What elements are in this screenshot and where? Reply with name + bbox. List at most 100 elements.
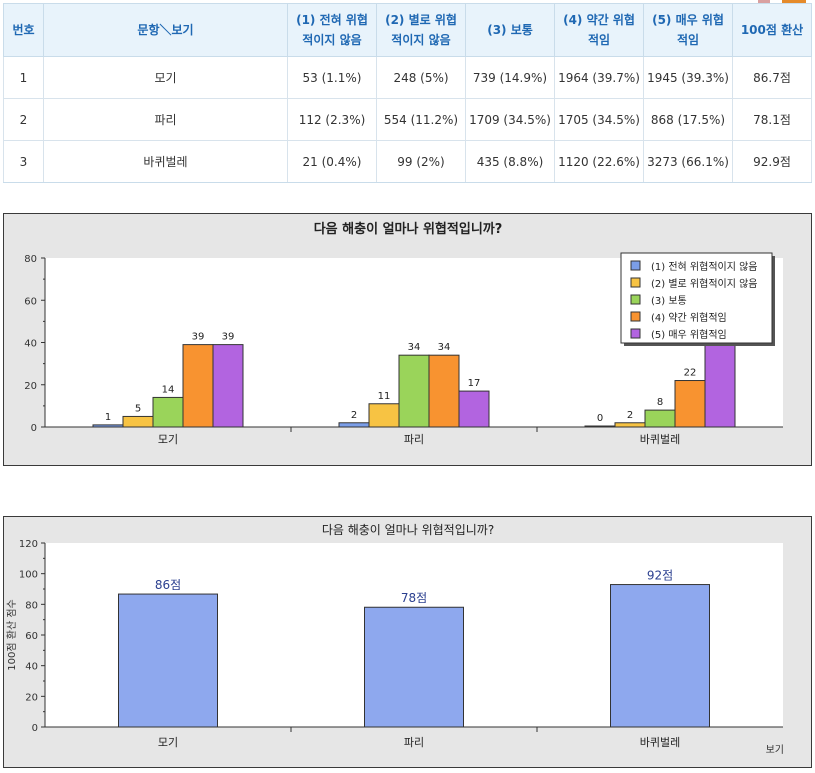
bar-value-label: 1 <box>105 412 111 423</box>
header-label: 100점 환산 <box>740 23 804 37</box>
y-tick-label: 80 <box>24 254 37 265</box>
legend-swatch <box>630 328 641 339</box>
y-tick-label: 20 <box>24 381 37 392</box>
bar-value-label: 0 <box>597 413 603 424</box>
bar-value-label: 34 <box>438 342 451 353</box>
x-category-label: 모기 <box>158 736 178 749</box>
legend-box <box>620 252 773 344</box>
y-tick-label: 80 <box>25 600 38 611</box>
bar <box>674 380 706 428</box>
bar-value-label: 14 <box>162 384 175 395</box>
table-header-row: 번호 문항＼보기 (1) 전혀 위협 적이지 않음 (2) 별로 위협 적이지 않음 (3)… <box>3 3 812 57</box>
bar-value-label: 86점 <box>155 578 181 592</box>
x-category-label: 바퀴벌레 <box>640 433 680 446</box>
legend-label: (2) 별로 위협적이지 않음 <box>651 277 758 290</box>
bar <box>584 425 616 428</box>
cell-num: 2 <box>3 98 44 141</box>
cell-score: 86.7점 <box>732 56 812 99</box>
y-tick-label: 40 <box>24 339 37 350</box>
table-body: 1 모기 53 (1.1%) 248 (5%) 739 (14.9%) 1964 (39.… <box>3 56 812 183</box>
cell-c5: 1945 (39.3%) <box>643 56 733 99</box>
survey-table: 번호 문항＼보기 (1) 전혀 위협 적이지 않음 (2) 별로 위협 적이지 않음 (3)… <box>3 3 812 183</box>
legend-label: (5) 매우 위협적임 <box>651 328 727 341</box>
cell-c2: 248 (5%) <box>376 56 466 99</box>
excel-icon[interactable] <box>782 0 806 4</box>
score-chart-panel: 다음 해충이 얼마나 위협적입니까? 0 20 40 60 80 100 120 100점 환산… <box>3 516 812 768</box>
header-label: (2) 별로 위협 <box>385 13 457 27</box>
y-tick-label: 60 <box>24 296 37 307</box>
chart-title: 다음 해충이 얼마나 위협적입니까? <box>314 221 503 237</box>
x-category-label: 모기 <box>158 433 178 446</box>
y-tick-label: 0 <box>32 723 38 734</box>
legend-swatch <box>630 311 641 322</box>
cell-num: 3 <box>3 140 44 183</box>
header-label: (4) 약간 위협 <box>563 13 635 27</box>
cell-c1: 53 (1.1%) <box>287 56 377 99</box>
y-tick-label: 0 <box>31 423 37 434</box>
bar <box>122 415 154 428</box>
cell-c4: 1120 (22.6%) <box>554 140 644 183</box>
bar-value-label: 17 <box>468 378 481 389</box>
bar <box>458 390 490 428</box>
legend-label: (1) 전혀 위협적이지 않음 <box>651 260 758 273</box>
y-tick-label: 120 <box>19 539 38 550</box>
table-row: 2 파리 112 (2.3%) 554 (11.2%) 1709 (34.5%) 1705… <box>3 98 812 141</box>
legend-label: (4) 약간 위협적임 <box>651 311 727 324</box>
header-score: 100점 환산 <box>732 3 812 57</box>
header-label: 적이지 않음 <box>302 33 362 47</box>
bar <box>92 424 124 428</box>
cell-c5: 868 (17.5%) <box>643 98 733 141</box>
y-tick-label: 20 <box>25 692 38 703</box>
bar <box>212 344 244 428</box>
bar <box>368 403 400 428</box>
bar-value-label: 92점 <box>647 569 673 583</box>
legend-swatch <box>630 260 641 271</box>
cell-c1: 112 (2.3%) <box>287 98 377 141</box>
header-item: 문항＼보기 <box>43 3 288 57</box>
bar <box>428 354 460 428</box>
cell-c2: 99 (2%) <box>376 140 466 183</box>
header-label: (1) 전혀 위협 <box>296 13 368 27</box>
bar-value-label: 78점 <box>401 591 427 605</box>
cell-c5: 3273 (66.1%) <box>643 140 733 183</box>
cell-item: 모기 <box>43 56 288 99</box>
cell-score: 92.9점 <box>732 140 812 183</box>
cell-score: 78.1점 <box>732 98 812 141</box>
cell-c3: 1709 (34.5%) <box>465 98 555 141</box>
header-label: (5) 매우 위협 <box>652 13 724 27</box>
y-tick-label: 60 <box>25 631 38 642</box>
legend-label: (3) 보통 <box>651 295 687 307</box>
distribution-chart-panel: 다음 해충이 얼마나 위협적입니까? 0 20 40 60 80 모기 1 5 14 39 39 파리 2… <box>3 213 812 466</box>
bar-value-label: 8 <box>657 397 663 408</box>
header-label: 적임 <box>676 33 700 47</box>
bar-value-label: 2 <box>627 410 633 421</box>
cell-c1: 21 (0.4%) <box>287 140 377 183</box>
cell-c2: 554 (11.2%) <box>376 98 466 141</box>
legend-swatch <box>630 277 641 288</box>
bar-value-label: 2 <box>351 410 357 421</box>
x-category-label: 파리 <box>404 433 424 446</box>
header-label: 문항＼보기 <box>137 23 194 37</box>
bar-value-label: 39 <box>222 332 235 343</box>
x-axis-label: 보기 <box>766 744 784 756</box>
cell-item: 파리 <box>43 98 288 141</box>
bar-value-label: 22 <box>684 368 697 379</box>
print-icon[interactable] <box>758 0 770 4</box>
cell-c3: 739 (14.9%) <box>465 56 555 99</box>
cell-item: 바퀴벌레 <box>43 140 288 183</box>
cell-c4: 1964 (39.7%) <box>554 56 644 99</box>
bar <box>182 344 214 428</box>
cell-c3: 435 (8.8%) <box>465 140 555 183</box>
y-axis-label: 100점 환산 점수 <box>6 599 18 670</box>
chart-title: 다음 해충이 얼마나 위협적입니까? <box>322 523 494 537</box>
bar <box>398 354 430 428</box>
header-label: 적임 <box>587 33 611 47</box>
cell-num: 1 <box>3 56 44 99</box>
header-label: (3) 보통 <box>487 23 533 37</box>
score-chart: 다음 해충이 얼마나 위협적입니까? 0 20 40 60 80 100 120 100점 환산… <box>6 523 784 756</box>
bar <box>610 584 710 728</box>
bar <box>364 606 464 728</box>
